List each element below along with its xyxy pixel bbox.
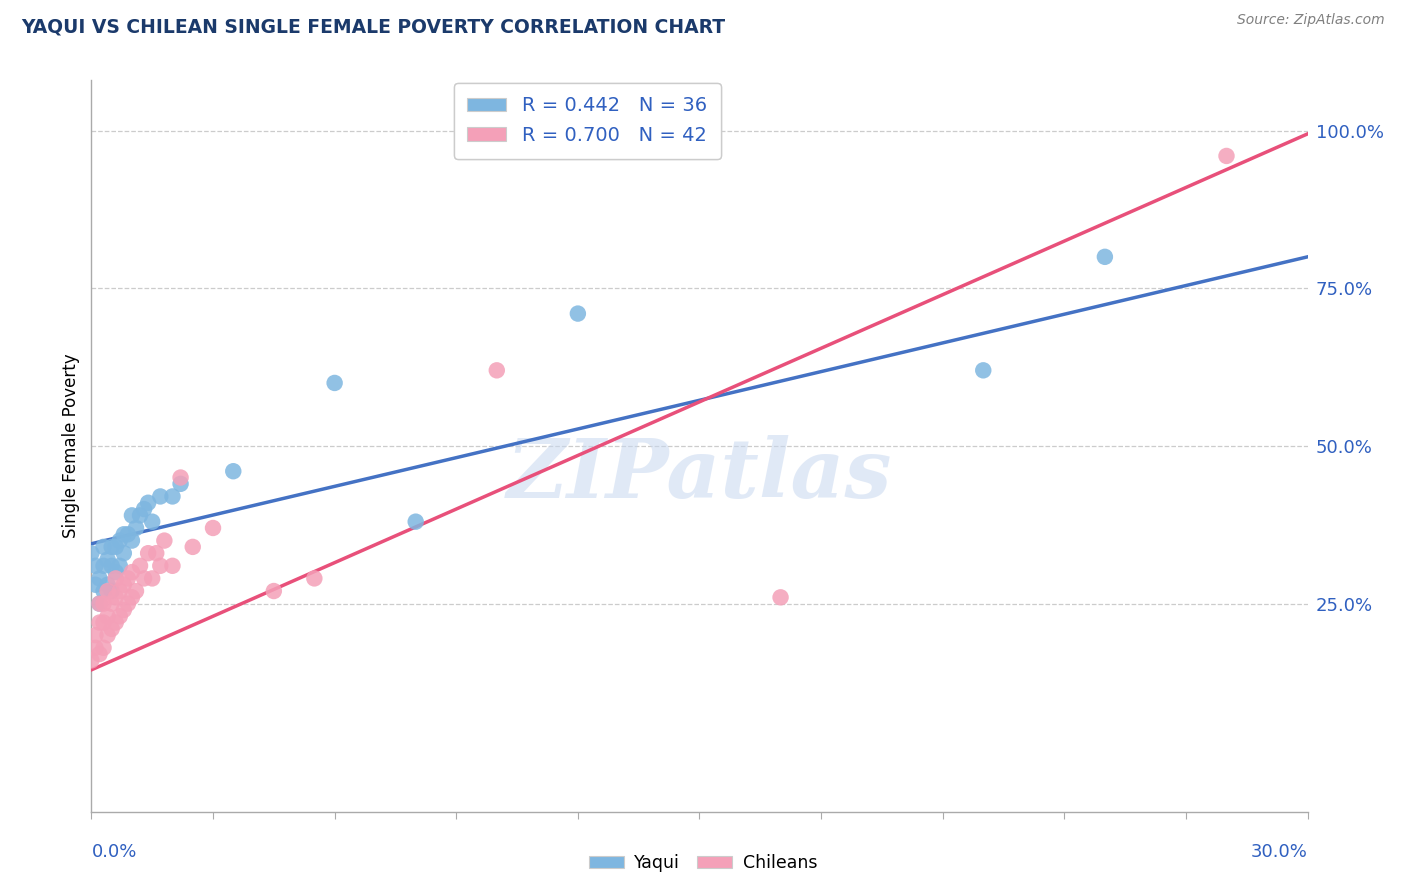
Legend: R = 0.442   N = 36, R = 0.700   N = 42: R = 0.442 N = 36, R = 0.700 N = 42 xyxy=(454,83,721,159)
Point xyxy=(145,546,167,560)
Point xyxy=(1215,149,1237,163)
Point xyxy=(104,565,127,579)
Point xyxy=(84,640,107,655)
Point xyxy=(108,584,131,599)
Text: 30.0%: 30.0% xyxy=(1251,843,1308,861)
Point xyxy=(93,558,115,573)
Point xyxy=(125,521,148,535)
Point xyxy=(169,476,191,491)
Point xyxy=(80,653,103,667)
Point xyxy=(97,578,120,592)
Point xyxy=(121,591,143,605)
Point xyxy=(169,470,191,484)
Text: Source: ZipAtlas.com: Source: ZipAtlas.com xyxy=(1237,13,1385,28)
Point xyxy=(129,558,152,573)
Point xyxy=(93,615,115,630)
Point xyxy=(222,464,245,478)
Point xyxy=(93,640,115,655)
Point xyxy=(567,307,589,321)
Text: ZIPatlas: ZIPatlas xyxy=(506,435,893,516)
Point xyxy=(132,502,155,516)
Point xyxy=(84,578,107,592)
Point xyxy=(141,571,163,585)
Point xyxy=(84,628,107,642)
Point xyxy=(112,546,135,560)
Point xyxy=(89,597,111,611)
Point xyxy=(108,609,131,624)
Point xyxy=(108,533,131,548)
Point xyxy=(132,571,155,585)
Point xyxy=(93,584,115,599)
Point xyxy=(97,552,120,566)
Point xyxy=(100,540,122,554)
Point xyxy=(104,540,127,554)
Point xyxy=(121,565,143,579)
Point xyxy=(112,578,135,592)
Point xyxy=(485,363,508,377)
Point xyxy=(89,615,111,630)
Point xyxy=(80,546,103,560)
Point xyxy=(104,615,127,630)
Point xyxy=(121,508,143,523)
Point xyxy=(121,533,143,548)
Point xyxy=(149,490,172,504)
Point xyxy=(129,508,152,523)
Legend: Yaqui, Chileans: Yaqui, Chileans xyxy=(582,847,824,879)
Point xyxy=(117,571,139,585)
Point xyxy=(93,597,115,611)
Point xyxy=(149,558,172,573)
Point xyxy=(112,603,135,617)
Point xyxy=(97,584,120,599)
Point xyxy=(181,540,204,554)
Point xyxy=(104,571,127,585)
Text: YAQUI VS CHILEAN SINGLE FEMALE POVERTY CORRELATION CHART: YAQUI VS CHILEAN SINGLE FEMALE POVERTY C… xyxy=(21,18,725,37)
Point xyxy=(89,597,111,611)
Point xyxy=(1094,250,1116,264)
Point xyxy=(405,515,427,529)
Point xyxy=(162,558,184,573)
Point xyxy=(112,527,135,541)
Point xyxy=(97,628,120,642)
Point xyxy=(100,584,122,599)
Point xyxy=(304,571,326,585)
Point xyxy=(93,540,115,554)
Point xyxy=(100,558,122,573)
Point xyxy=(136,546,159,560)
Text: 0.0%: 0.0% xyxy=(91,843,136,861)
Point xyxy=(136,496,159,510)
Point xyxy=(153,533,176,548)
Point xyxy=(125,584,148,599)
Point xyxy=(89,647,111,661)
Point xyxy=(108,558,131,573)
Point xyxy=(117,527,139,541)
Point xyxy=(89,571,111,585)
Point xyxy=(84,558,107,573)
Point xyxy=(769,591,792,605)
Point xyxy=(100,597,122,611)
Point xyxy=(141,515,163,529)
Point xyxy=(117,597,139,611)
Point xyxy=(263,584,285,599)
Point xyxy=(323,376,346,390)
Point xyxy=(97,609,120,624)
Point xyxy=(104,591,127,605)
Y-axis label: Single Female Poverty: Single Female Poverty xyxy=(62,354,80,538)
Point xyxy=(972,363,994,377)
Point xyxy=(100,622,122,636)
Point xyxy=(202,521,225,535)
Point xyxy=(162,490,184,504)
